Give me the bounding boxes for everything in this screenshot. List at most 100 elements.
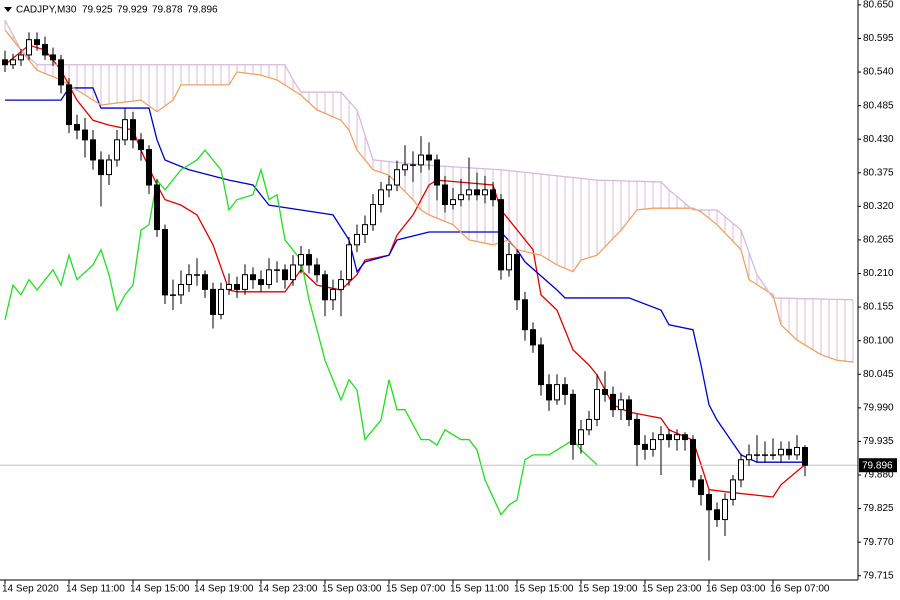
indicator-line — [4, 29, 854, 363]
candle-body — [106, 159, 112, 176]
candle-body — [642, 443, 648, 450]
y-tick-label: 79.990 — [863, 402, 894, 413]
x-tick-label: 15 Sep 11:00 — [450, 584, 509, 595]
candle-body — [546, 384, 552, 401]
candle-body — [394, 169, 400, 186]
y-tick-label: 79.880 — [863, 470, 894, 481]
candle-body — [402, 164, 408, 171]
header-ohlc: 79.878 — [152, 5, 183, 16]
y-tick-label: 80.485 — [863, 100, 894, 111]
y-tick-label: 80.375 — [863, 167, 894, 178]
candle-body — [682, 434, 688, 441]
candle-body — [538, 344, 544, 386]
y-tick-label: 80.265 — [863, 235, 894, 246]
candle-body — [762, 454, 768, 456]
y-tick-label: 79.935 — [863, 436, 894, 447]
candle-body — [570, 393, 576, 445]
candle-body — [314, 264, 320, 276]
candle-body — [322, 274, 328, 301]
candle-body — [362, 224, 368, 235]
candle-body — [426, 154, 432, 161]
candle-body — [282, 269, 288, 281]
candle-body — [98, 159, 104, 176]
candle-body — [722, 498, 728, 521]
candle-body — [466, 189, 472, 196]
candle-body — [138, 139, 144, 151]
candle-body — [586, 418, 592, 431]
candle-body — [498, 199, 504, 271]
x-tick-label: 14 Sep 11:00 — [66, 584, 125, 595]
candle-body — [170, 294, 176, 296]
indicator-line — [4, 149, 598, 516]
menu-triangle — [4, 7, 12, 12]
candle-body — [26, 39, 32, 56]
candle-body — [162, 229, 168, 296]
candle-body — [50, 54, 56, 61]
candle-body — [658, 434, 664, 441]
x-tick-label: 15 Sep 19:00 — [578, 584, 638, 595]
candle-body — [194, 274, 200, 276]
x-tick-label: 15 Sep 23:00 — [642, 584, 702, 595]
candle-body — [618, 399, 624, 411]
x-tick-label: 16 Sep 07:00 — [770, 584, 830, 595]
candle-body — [146, 149, 152, 186]
y-tick-label: 79.825 — [863, 503, 894, 514]
candle-body — [10, 59, 16, 66]
candle-body — [258, 279, 264, 286]
candle-body — [666, 434, 672, 441]
candle-body — [650, 439, 656, 450]
y-tick-label: 80.210 — [863, 268, 894, 279]
candle-body — [338, 279, 344, 290]
candle-body — [786, 448, 792, 456]
candle-body — [506, 254, 512, 271]
x-tick-label: 16 Sep 03:00 — [706, 584, 766, 595]
candle-body — [802, 447, 808, 466]
candle-body — [554, 384, 560, 401]
candle-body — [450, 199, 456, 206]
candle-body — [186, 274, 192, 286]
candle-body — [634, 418, 640, 445]
y-tick-label: 80.650 — [863, 0, 894, 11]
candle-body — [738, 459, 744, 481]
y-tick-label: 80.045 — [863, 369, 894, 380]
x-tick-label: 15 Sep 15:00 — [514, 584, 574, 595]
candle-body — [610, 393, 616, 411]
candle-body — [690, 439, 696, 481]
candle-body — [706, 494, 712, 511]
candle-body — [770, 454, 776, 456]
candle-body — [154, 184, 160, 231]
candle-body — [18, 54, 24, 61]
candle-body — [458, 194, 464, 201]
candle-body — [434, 159, 440, 186]
candle-body — [130, 119, 136, 141]
candle-body — [378, 189, 384, 206]
chart-title: CADJPY,M30 — [16, 5, 77, 16]
candle-body — [218, 288, 224, 315]
candle-body — [114, 139, 120, 161]
candle-body — [2, 59, 8, 66]
candle-body — [418, 154, 424, 166]
indicator-line — [5, 87, 805, 463]
candle-body — [34, 39, 40, 46]
candle-body — [58, 59, 64, 86]
candle-body — [794, 447, 800, 456]
candle-body — [674, 434, 680, 441]
candle-body — [370, 204, 376, 226]
candle-body — [274, 269, 280, 271]
candle-body — [90, 139, 96, 161]
candle-body — [210, 288, 216, 315]
y-tick-label: 79.715 — [863, 570, 894, 581]
candle-body — [354, 233, 360, 246]
candle-body — [346, 244, 352, 281]
candle-body — [226, 284, 232, 290]
candle-body — [202, 274, 208, 290]
candle-body — [234, 284, 240, 290]
y-tick-label: 80.320 — [863, 201, 894, 212]
x-tick-label: 14 Sep 15:00 — [130, 584, 190, 595]
y-tick-label: 80.100 — [863, 335, 894, 346]
price-label: 79.896 — [862, 460, 893, 471]
x-tick-label: 15 Sep 07:00 — [386, 584, 446, 595]
candle-body — [330, 288, 336, 301]
